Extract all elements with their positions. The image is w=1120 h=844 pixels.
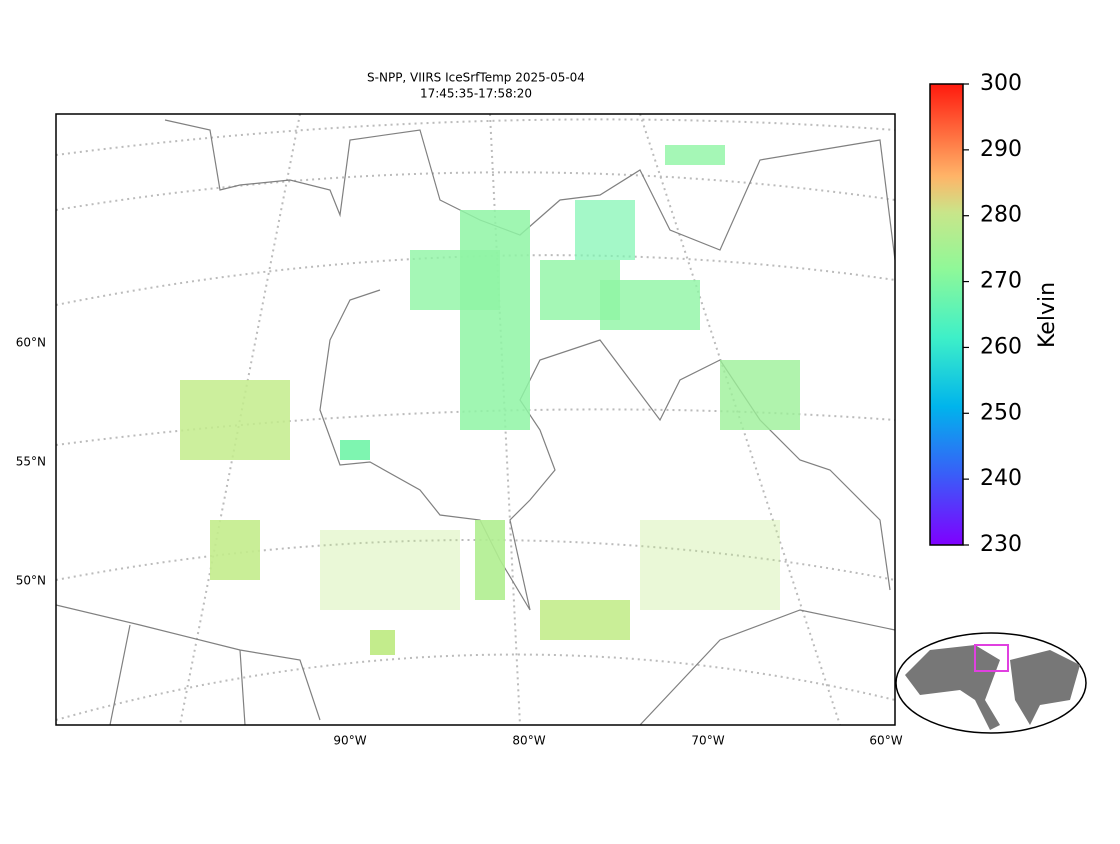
colorbar-tick-label: 260	[980, 334, 1022, 359]
title: 17:45:35-17:58:20	[420, 87, 532, 101]
ice-temperature-swath	[180, 145, 800, 655]
colorbar-tick-label: 300	[980, 71, 1022, 96]
colorbar-label: Kelvin	[1035, 282, 1060, 348]
lon-label: 90°W	[333, 734, 366, 748]
lat-label: 60°N	[16, 336, 46, 350]
colorbar-tick-label: 250	[980, 400, 1022, 425]
colorbar	[929, 83, 964, 546]
colorbar-tick-label: 230	[980, 532, 1022, 557]
inset-globe	[895, 632, 1087, 734]
lon-label: 70°W	[691, 734, 724, 748]
colorbar-tick-label: 290	[980, 137, 1022, 162]
map-frame	[55, 113, 896, 726]
lat-label: 50°N	[16, 574, 46, 588]
title: S-NPP, VIIRS IceSrfTemp 2025-05-04	[367, 71, 585, 85]
colorbar-tick-label: 280	[980, 203, 1022, 228]
colorbar-tick-label: 240	[980, 466, 1022, 491]
lon-label: 80°W	[512, 734, 545, 748]
lon-label: 60°W	[869, 734, 902, 748]
colorbar-tick-label: 270	[980, 269, 1022, 294]
lat-label: 55°N	[16, 455, 46, 469]
map	[56, 114, 895, 725]
